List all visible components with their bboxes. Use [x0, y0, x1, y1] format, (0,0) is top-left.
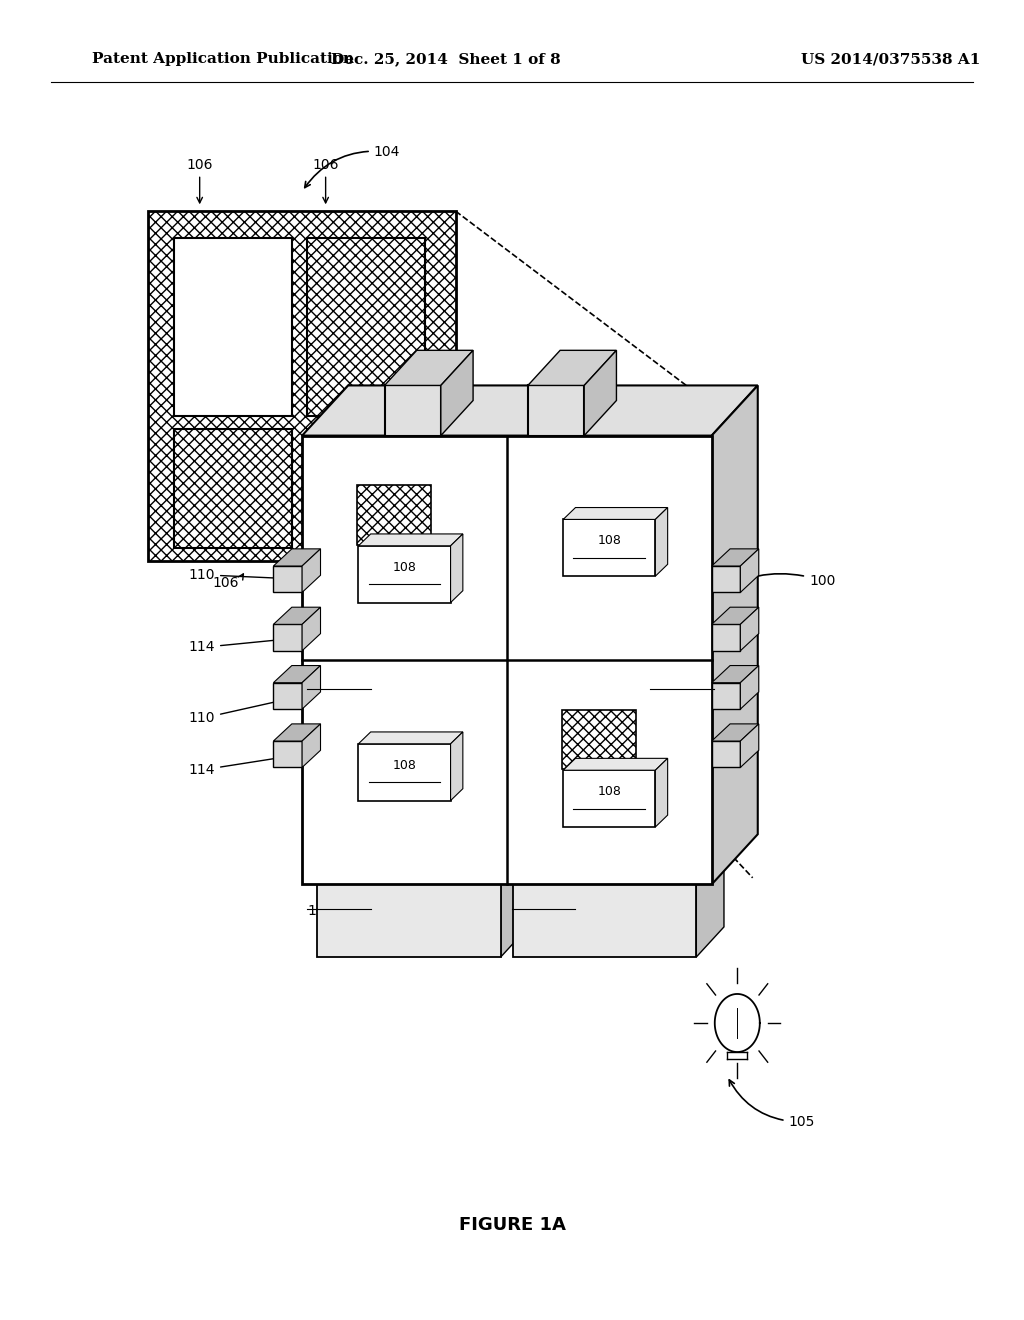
Polygon shape — [712, 607, 759, 624]
Text: 114: 114 — [188, 636, 298, 655]
Bar — [357, 484, 431, 544]
Polygon shape — [712, 385, 758, 884]
Text: 100: 100 — [716, 574, 836, 594]
Polygon shape — [273, 607, 321, 624]
Polygon shape — [528, 350, 616, 385]
Polygon shape — [440, 350, 473, 436]
Polygon shape — [696, 854, 724, 957]
Bar — [148, 211, 456, 561]
Bar — [273, 682, 302, 709]
Polygon shape — [317, 854, 528, 884]
Bar — [528, 385, 584, 436]
Polygon shape — [513, 854, 724, 884]
Bar — [302, 436, 712, 884]
Text: 106: 106 — [186, 157, 213, 203]
Polygon shape — [563, 758, 668, 771]
Text: FIGURE 1A: FIGURE 1A — [459, 1216, 565, 1234]
Polygon shape — [302, 607, 321, 651]
Bar — [563, 519, 655, 576]
Polygon shape — [584, 350, 616, 436]
Bar — [358, 743, 451, 800]
Text: 106: 106 — [312, 157, 339, 203]
Text: Dec. 25, 2014  Sheet 1 of 8: Dec. 25, 2014 Sheet 1 of 8 — [331, 53, 560, 66]
Polygon shape — [712, 549, 759, 566]
Polygon shape — [273, 549, 321, 566]
Text: 104: 104 — [305, 145, 400, 187]
Bar — [307, 429, 425, 548]
Polygon shape — [302, 549, 321, 593]
Bar — [385, 385, 440, 436]
Bar — [563, 771, 655, 826]
Bar — [562, 710, 636, 768]
Bar — [317, 884, 501, 957]
Text: 109: 109 — [379, 469, 406, 491]
Polygon shape — [712, 665, 759, 682]
Text: 106: 106 — [457, 484, 493, 508]
Text: 108: 108 — [392, 759, 417, 772]
Polygon shape — [655, 507, 668, 576]
Polygon shape — [302, 385, 758, 436]
Polygon shape — [740, 549, 759, 593]
Bar — [174, 429, 292, 548]
Polygon shape — [740, 723, 759, 767]
Bar — [174, 238, 292, 416]
Bar — [712, 566, 740, 593]
Bar — [273, 741, 302, 767]
Text: 108: 108 — [392, 561, 417, 574]
Polygon shape — [385, 350, 473, 385]
Bar — [358, 546, 451, 602]
Polygon shape — [740, 607, 759, 651]
Text: 102b: 102b — [650, 684, 685, 698]
Text: Patent Application Publication: Patent Application Publication — [92, 53, 354, 66]
Text: US 2014/0375538 A1: US 2014/0375538 A1 — [801, 53, 981, 66]
Text: 108: 108 — [597, 785, 622, 799]
Text: 108: 108 — [597, 535, 622, 548]
Text: 114: 114 — [188, 752, 298, 777]
Text: 102d: 102d — [512, 904, 547, 919]
Polygon shape — [501, 854, 528, 957]
Polygon shape — [712, 723, 759, 741]
Bar — [513, 884, 696, 957]
Polygon shape — [358, 533, 463, 546]
Text: 102c: 102c — [307, 904, 341, 919]
Text: 110: 110 — [188, 568, 298, 582]
Bar — [273, 566, 302, 593]
Bar — [307, 238, 425, 416]
Text: 109: 109 — [522, 680, 596, 717]
Polygon shape — [302, 665, 321, 709]
Polygon shape — [563, 507, 668, 519]
Bar — [712, 682, 740, 709]
Polygon shape — [451, 731, 463, 800]
Text: 112: 112 — [414, 387, 482, 424]
Bar — [273, 624, 302, 651]
Text: 106: 106 — [212, 577, 239, 590]
Polygon shape — [273, 665, 321, 682]
Bar — [712, 741, 740, 767]
Text: 110: 110 — [188, 696, 298, 726]
Text: 105: 105 — [729, 1080, 815, 1129]
Polygon shape — [740, 665, 759, 709]
Polygon shape — [451, 533, 463, 602]
Polygon shape — [273, 723, 321, 741]
Polygon shape — [358, 731, 463, 744]
Text: 102a: 102a — [307, 684, 342, 698]
Bar — [712, 624, 740, 651]
Polygon shape — [302, 723, 321, 767]
Polygon shape — [655, 758, 668, 826]
